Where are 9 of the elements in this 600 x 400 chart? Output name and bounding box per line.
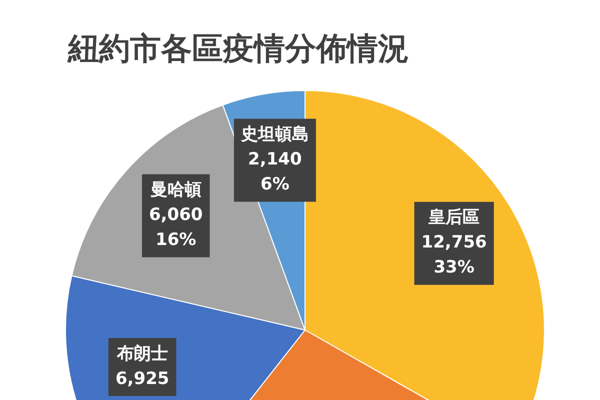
data-label: 12,756 33% <box>421 232 487 278</box>
chart-title: 紐約市各區疫情分佈情況 <box>68 30 409 69</box>
slice-label: 布朗士 <box>116 344 168 364</box>
slice-label: 皇后區 <box>428 208 480 228</box>
slice-label: 曼哈頓 <box>149 180 202 200</box>
data-label: 6,925 <box>115 368 170 389</box>
data-label: 6,060 16% <box>148 205 203 250</box>
data-label: 2,140 6% <box>248 150 302 195</box>
slice-label: 史坦頓島 <box>240 124 309 145</box>
